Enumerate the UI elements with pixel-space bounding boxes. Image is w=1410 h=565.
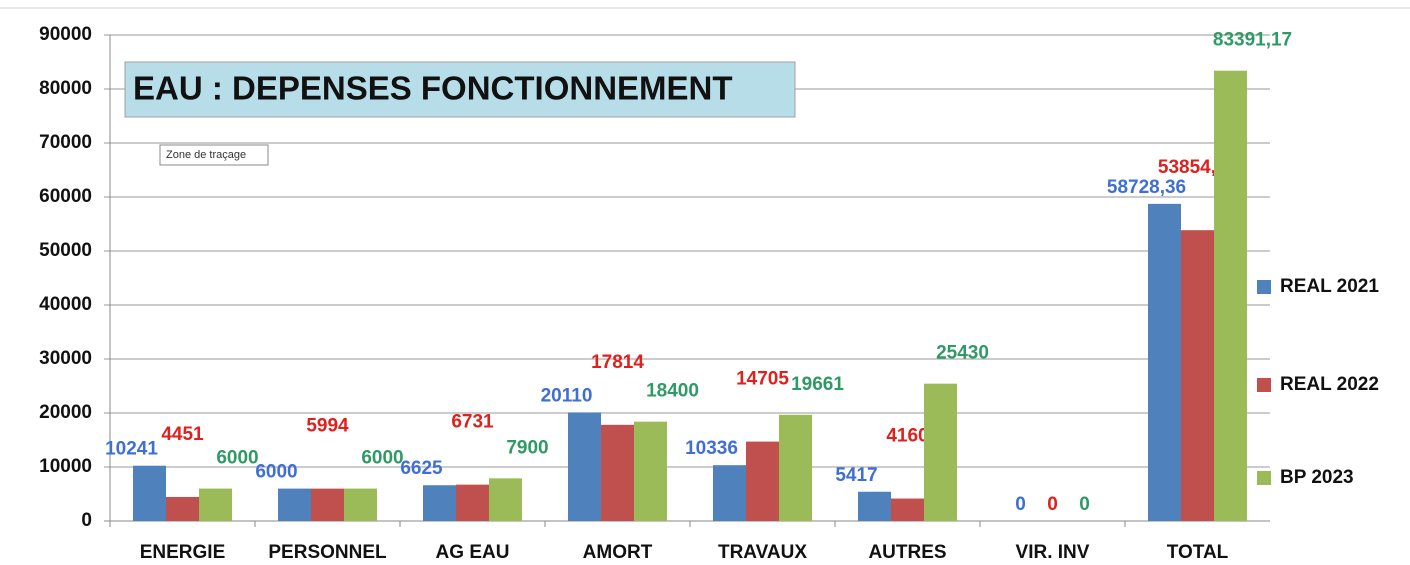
bar — [489, 478, 522, 521]
x-tick-label: AMORT — [583, 542, 653, 563]
data-label: 6000 — [361, 448, 403, 469]
tooltip: Zone de traçage — [166, 149, 246, 161]
bar — [924, 383, 957, 521]
legend-label: REAL 2022 — [1280, 374, 1379, 395]
data-label: 0 — [1079, 494, 1090, 515]
bar — [568, 412, 601, 521]
y-tick-label: 90000 — [39, 24, 92, 45]
y-tick-label: 30000 — [39, 348, 92, 369]
bar — [199, 488, 232, 521]
data-label: 4451 — [161, 424, 204, 445]
bar — [133, 465, 166, 521]
bar — [1148, 203, 1181, 521]
y-tick-label: 50000 — [39, 240, 92, 261]
bar — [891, 498, 924, 521]
bar — [456, 484, 489, 521]
bar — [1181, 230, 1214, 521]
legend-label: REAL 2021 — [1280, 276, 1379, 297]
y-tick-label: 0 — [81, 510, 92, 531]
bar — [713, 465, 746, 521]
data-label: 4160 — [886, 426, 928, 447]
data-label: 58728,36 — [1107, 177, 1186, 198]
data-label: 10241 — [105, 439, 158, 460]
data-label: 14705 — [736, 369, 789, 390]
bar — [858, 491, 891, 521]
bar — [311, 488, 344, 521]
data-label: 17814 — [591, 352, 644, 373]
data-label: 5994 — [306, 416, 349, 437]
plot-area: 0100002000030000400005000060000700008000… — [39, 24, 1292, 563]
x-tick-label: AG EAU — [436, 542, 510, 563]
bar — [278, 488, 311, 521]
x-tick-label: TOTAL — [1167, 542, 1229, 563]
x-tick-label: PERSONNEL — [268, 542, 387, 563]
data-label: 6731 — [451, 412, 494, 433]
data-label: 25430 — [936, 343, 989, 364]
x-tick-label: AUTRES — [868, 542, 946, 563]
legend-swatch — [1257, 471, 1271, 485]
x-tick-label: TRAVAUX — [718, 542, 807, 563]
chart-title: EAU : DEPENSES FONCTIONNEMENT — [133, 70, 733, 107]
bar — [1214, 70, 1247, 521]
data-label: 0 — [1015, 494, 1026, 515]
bar — [344, 488, 377, 521]
x-tick-label: ENERGIE — [140, 542, 226, 563]
title-box — [124, 61, 796, 118]
y-tick-label: 60000 — [39, 186, 92, 207]
data-label: 7900 — [506, 437, 548, 458]
data-label: 83391,17 — [1213, 30, 1292, 51]
data-label: 6000 — [216, 448, 258, 469]
data-label: 5417 — [835, 465, 877, 486]
bar — [423, 485, 456, 521]
x-tick-label: VIR. INV — [1016, 542, 1090, 563]
y-tick-label: 10000 — [39, 456, 92, 477]
bar — [779, 414, 812, 521]
y-tick-label: 20000 — [39, 402, 92, 423]
bar — [746, 441, 779, 521]
data-label: 19661 — [791, 374, 844, 395]
y-tick-label: 70000 — [39, 132, 92, 153]
data-label: 6000 — [255, 462, 297, 483]
data-label: 10336 — [685, 438, 738, 459]
bar — [166, 496, 199, 521]
legend-swatch — [1257, 280, 1271, 294]
bar — [634, 421, 667, 521]
bar — [601, 424, 634, 521]
legend-swatch — [1257, 378, 1271, 392]
y-tick-label: 80000 — [39, 78, 92, 99]
data-label: 6625 — [400, 458, 443, 479]
legend-label: BP 2023 — [1280, 467, 1354, 488]
y-tick-label: 40000 — [39, 294, 92, 315]
data-label: 20110 — [541, 385, 593, 406]
data-label: 0 — [1047, 494, 1058, 515]
tooltip-box — [159, 144, 269, 166]
data-label: 18400 — [646, 381, 699, 402]
